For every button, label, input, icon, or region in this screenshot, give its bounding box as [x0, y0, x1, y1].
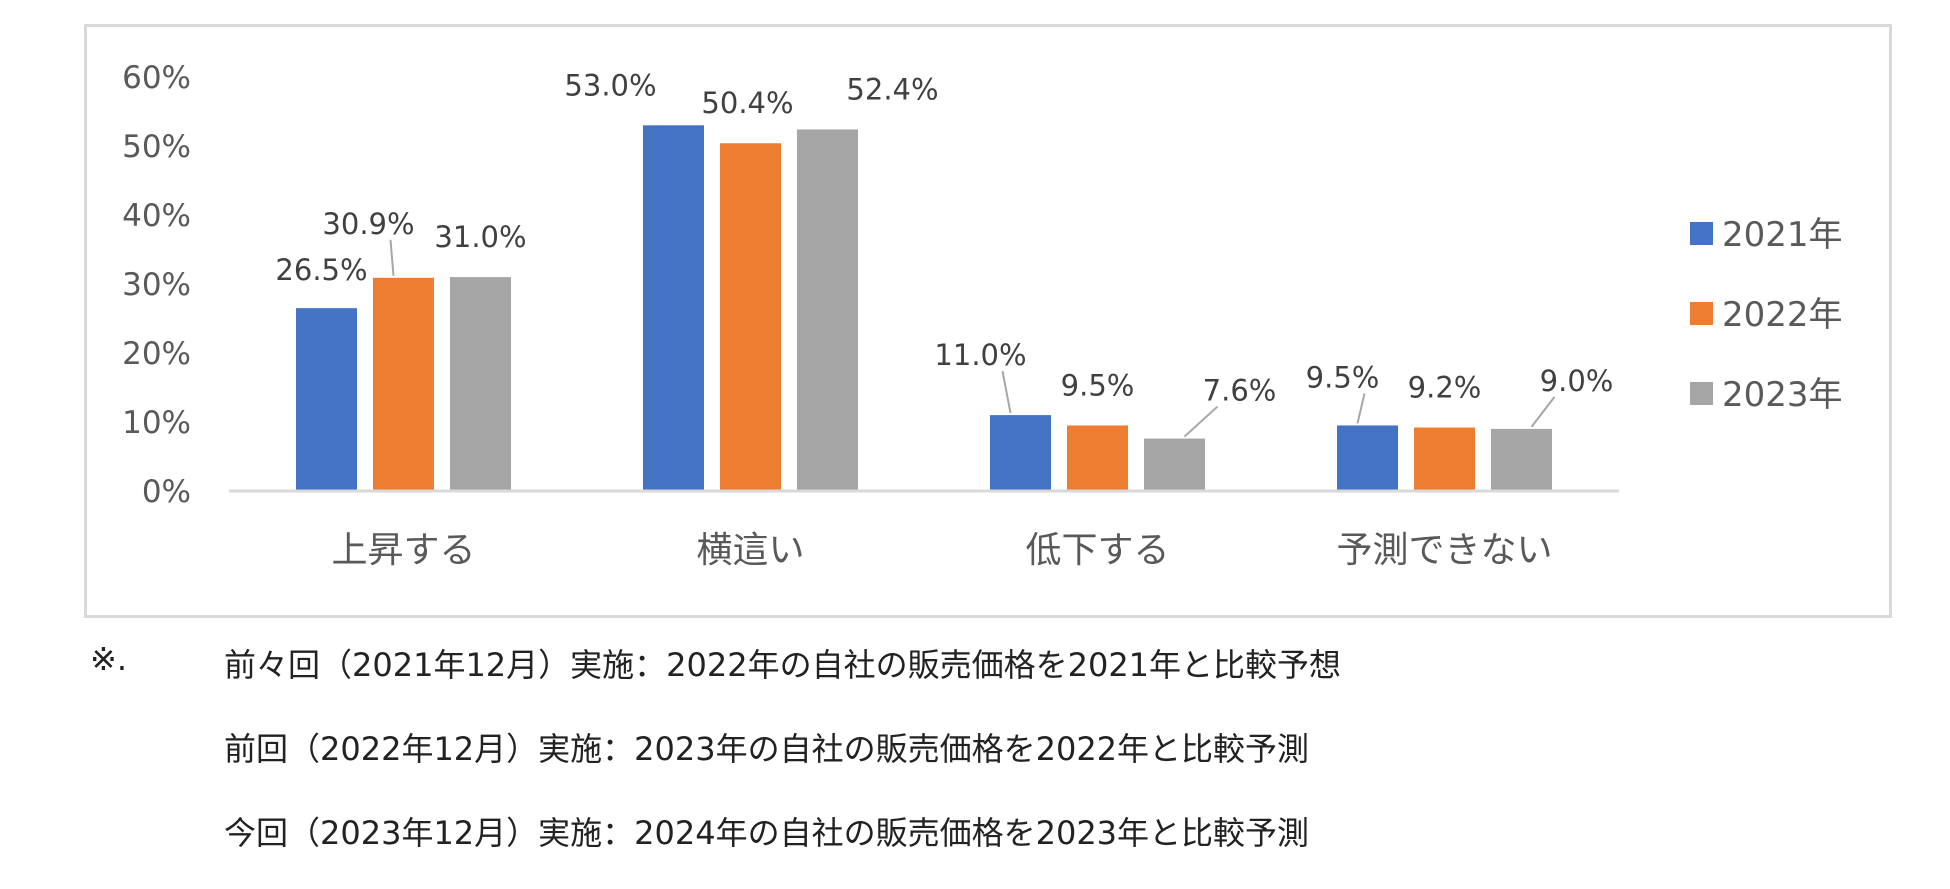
label-leader [389, 239, 395, 276]
category-label: 予測できない [1336, 530, 1552, 571]
bar [643, 125, 704, 492]
legend-label: 2021年 [1722, 215, 1843, 255]
data-label: 9.2% [1408, 371, 1482, 405]
category-label: 低下する [1025, 530, 1169, 571]
note-line-2: 前回（2022年12月）実施：2023年の自社の販売価格を2022年と比較予測 [224, 730, 1310, 768]
bar [1491, 428, 1552, 491]
bar [1144, 438, 1205, 491]
y-tick-label: 50% [122, 129, 191, 165]
y-tick-label: 40% [122, 198, 191, 234]
label-leader [1183, 405, 1219, 438]
bars [296, 125, 1552, 492]
bar [1337, 425, 1398, 491]
chart-frame: 0% 10% 20% 30% 40% 50% 60% 26.5% 30.9% 31.0% 53.0… [84, 24, 1892, 618]
bar [1067, 425, 1128, 491]
data-label: 9.0% [1540, 364, 1614, 398]
data-label: 9.5% [1306, 360, 1380, 394]
note-line-3: 今回（2023年12月）実施：2024年の自社の販売価格を2023年と比較予測 [224, 814, 1310, 852]
legend-label: 2023年 [1722, 375, 1843, 415]
legend-label: 2022年 [1722, 295, 1843, 335]
category-labels: 上昇する 横這い 低下する 予測できない [331, 530, 1552, 571]
data-label: 9.5% [1061, 368, 1135, 402]
note-mark: ※. [90, 640, 127, 678]
label-leader [1001, 370, 1012, 414]
bar [720, 143, 781, 491]
y-tick-label: 10% [122, 405, 191, 441]
legend-swatch [1690, 382, 1713, 405]
label-leader [1356, 393, 1366, 424]
data-labels: 26.5% 30.9% 31.0% 53.0% 50.4% 52.4% 11.0% 9.5% 7… [275, 68, 1613, 407]
y-tick-label: 20% [122, 336, 191, 372]
bar [990, 415, 1051, 491]
data-label: 52.4% [846, 72, 938, 106]
legend-swatch [1690, 302, 1713, 325]
note-line-1: 前々回（2021年12月）実施：2022年の自社の販売価格を2021年と比較予想 [224, 646, 1342, 684]
category-label: 上昇する [331, 530, 475, 571]
data-label: 30.9% [322, 207, 414, 241]
legend: 2021年 2022年 2023年 [1690, 215, 1843, 415]
bar [1414, 427, 1475, 491]
data-label: 7.6% [1203, 374, 1277, 408]
category-label: 横這い [696, 530, 804, 571]
legend-swatch [1690, 222, 1713, 245]
data-label: 26.5% [275, 253, 367, 287]
data-label: 53.0% [564, 68, 656, 102]
bar [797, 129, 858, 491]
bar [450, 277, 511, 491]
data-label: 31.0% [434, 220, 526, 254]
label-leader-lines [389, 239, 1556, 438]
bar-chart: 0% 10% 20% 30% 40% 50% 60% 26.5% 30.9% 31.0% 53.0… [122, 60, 1843, 571]
data-label: 11.0% [934, 338, 1026, 372]
y-tick-label: 60% [122, 60, 191, 96]
bar [296, 308, 357, 491]
y-tick-label: 0% [142, 474, 191, 510]
label-leader [1530, 396, 1556, 428]
bar [373, 277, 434, 491]
y-tick-label: 30% [122, 267, 191, 303]
y-axis-ticks: 0% 10% 20% 30% 40% 50% 60% [122, 60, 191, 510]
data-label: 50.4% [701, 86, 793, 120]
